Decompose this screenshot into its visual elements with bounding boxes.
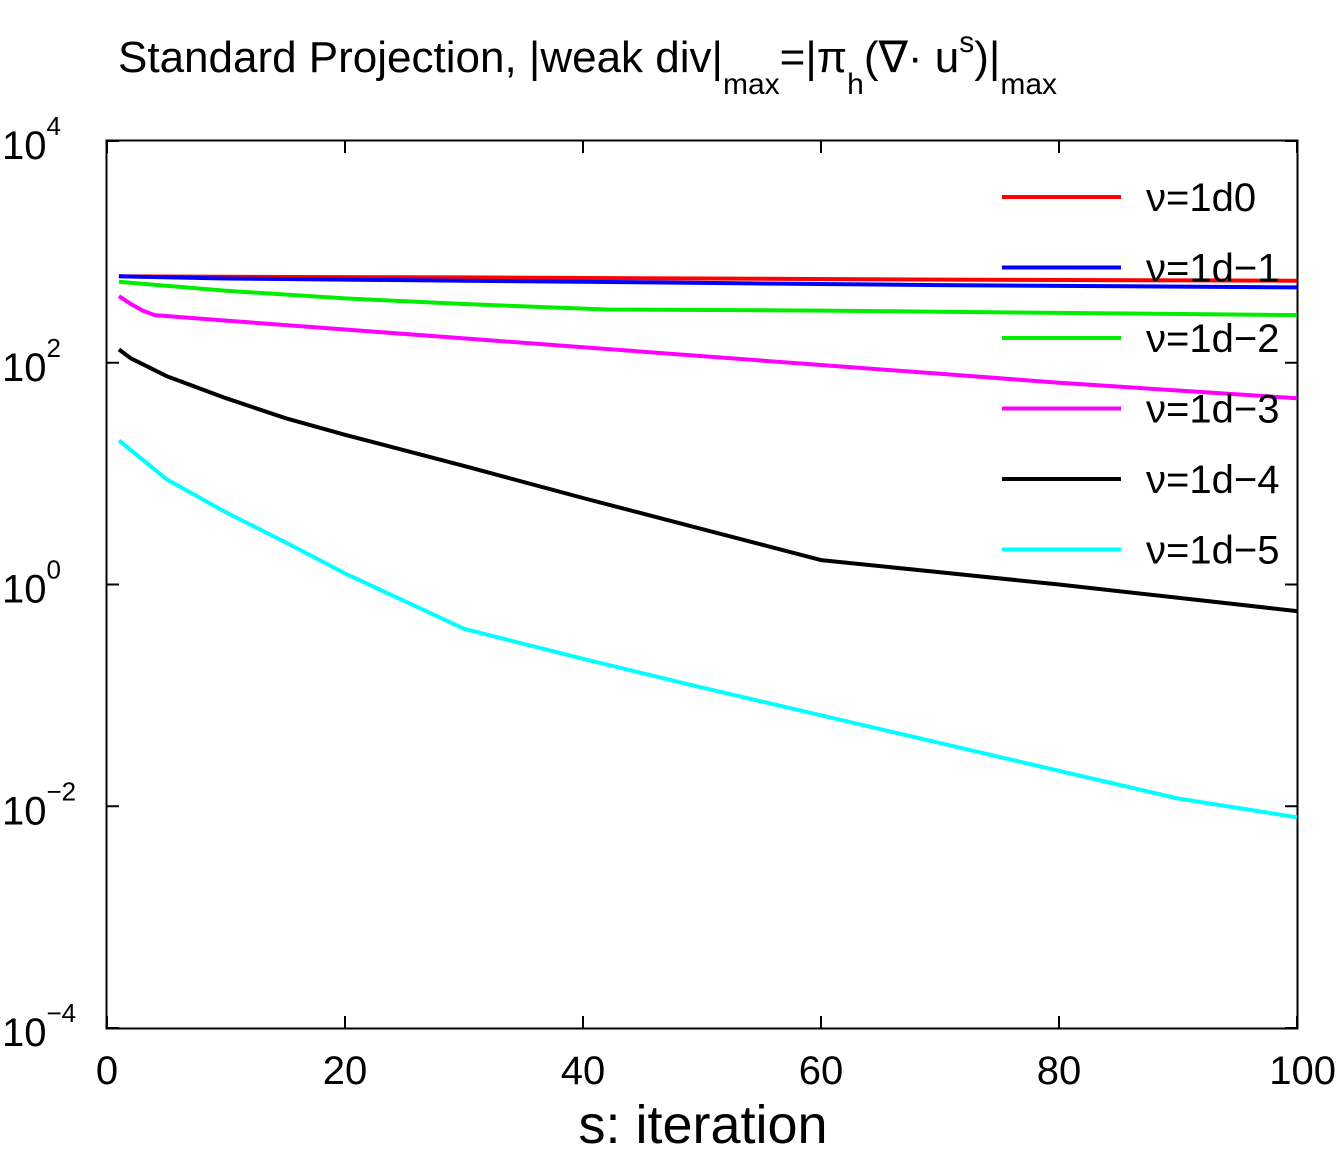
legend-label-nu-1d-3: ν=1d−3 — [1146, 388, 1279, 432]
title-sub-h: h — [847, 68, 864, 101]
y-tick-labels: 104 102 100 10−2 10−4 — [2, 111, 76, 1055]
x-tick-labels: 0 20 40 60 80 100 — [96, 1049, 1336, 1093]
title-sup-s: s — [959, 26, 974, 59]
x-tick-label-20: 20 — [323, 1049, 368, 1093]
legend-label-nu-1d-4: ν=1d−4 — [1146, 458, 1279, 502]
plot-area — [105, 139, 1299, 1030]
title-close: )| — [974, 33, 1000, 82]
x-tick-label-80: 80 — [1037, 1049, 1082, 1093]
y-tick-label-1e4: 104 — [2, 111, 61, 168]
chart-title: Standard Projection, |weak div|max=|πh(∇… — [118, 26, 1057, 101]
title-paren: (∇· u — [864, 33, 959, 82]
series-line-1 — [118, 274, 1298, 290]
legend-label-nu-1d0: ν=1d0 — [1146, 176, 1256, 220]
y-tick-label-1e-4: 10−4 — [2, 998, 76, 1055]
x-axis-label: s: iteration — [578, 1095, 827, 1155]
title-sub-max: max — [723, 68, 780, 101]
legend: ν=1d0 ν=1d−1 ν=1d−2 ν=1d−3 ν=1d−4 ν=1d−5 — [1002, 176, 1279, 573]
series-line-3 — [117, 294, 1298, 401]
series-line-2 — [118, 279, 1298, 318]
title-eq: =|π — [780, 33, 847, 82]
title-main: Standard Projection, |weak div| — [118, 33, 723, 82]
legend-label-nu-1d-5: ν=1d−5 — [1146, 529, 1279, 573]
y-tick-label-1e0: 100 — [2, 555, 61, 612]
legend-label-nu-1d-1: ν=1d−1 — [1146, 247, 1279, 291]
series-lines — [117, 274, 1298, 820]
series-line-5 — [117, 438, 1298, 820]
x-tick-label-60: 60 — [799, 1049, 844, 1093]
title-sub-max-2: max — [1000, 68, 1057, 101]
axis-ticks — [106, 140, 1298, 1029]
y-tick-label-1e2: 102 — [2, 333, 61, 390]
x-tick-label-100: 100 — [1269, 1049, 1336, 1093]
x-tick-label-0: 0 — [96, 1049, 118, 1093]
x-tick-label-40: 40 — [561, 1049, 606, 1093]
y-tick-label-1e-2: 10−2 — [2, 776, 76, 833]
legend-label-nu-1d-2: ν=1d−2 — [1146, 317, 1279, 361]
series-line-4 — [117, 347, 1298, 614]
